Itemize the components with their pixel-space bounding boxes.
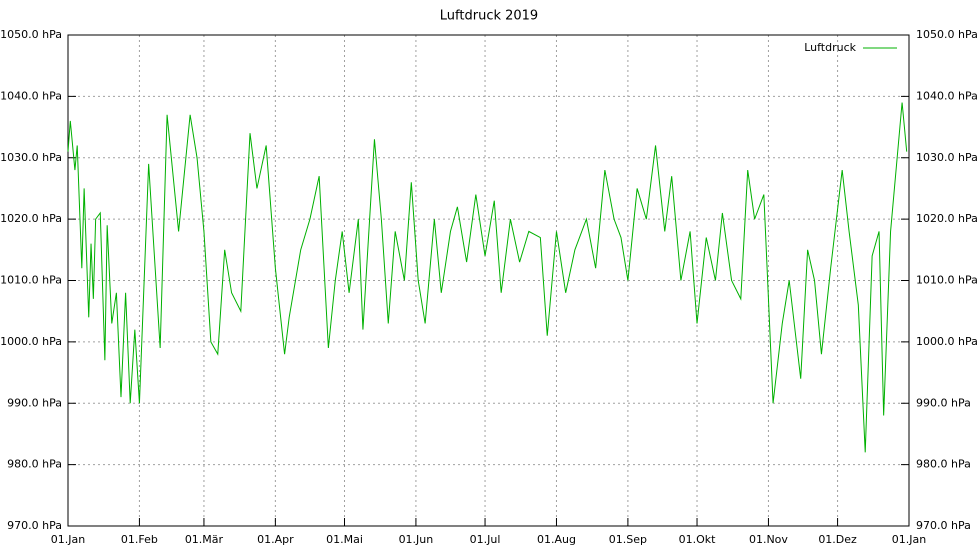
y-tick-label: 980.0 hPa [7, 458, 62, 471]
chart-title: Luftdruck 2019 [440, 9, 538, 24]
x-tick-label: 01.Jun [399, 533, 434, 546]
x-tick-label: 01.Apr [257, 533, 294, 546]
x-tick-label: 01.Aug [537, 533, 576, 546]
x-tick-label: 01.Mär [185, 533, 224, 546]
x-tick-label: 01.Sep [609, 533, 647, 546]
y2-tick-label: 1020.0 hPa [916, 212, 978, 225]
y-tick-label: 1050.0 hPa [0, 28, 62, 41]
x-tick-label: 01.Nov [749, 533, 788, 546]
y-tick-label: 1010.0 hPa [0, 274, 62, 287]
data-line [67, 102, 908, 453]
y2-tick-label: 1000.0 hPa [916, 335, 978, 348]
x-tick-label: 01.Jul [470, 533, 501, 546]
y2-tick-label: 1050.0 hPa [916, 28, 978, 41]
y-tick-label: 1030.0 hPa [0, 151, 62, 164]
legend-label: Luftdruck [804, 41, 856, 54]
y-tick-label: 1000.0 hPa [0, 335, 62, 348]
x-tick-label: 01.Jan [51, 533, 85, 546]
y-tick-label: 990.0 hPa [7, 396, 62, 409]
y-tick-label: 1020.0 hPa [0, 212, 62, 225]
y2-tick-label: 970.0 hPa [916, 519, 971, 532]
x-tick-label: 01.Feb [121, 533, 158, 546]
y2-tick-label: 980.0 hPa [916, 458, 971, 471]
y-tick-label: 970.0 hPa [7, 519, 62, 532]
y2-tick-label: 1040.0 hPa [916, 89, 978, 102]
x-tick-label: 01.Mai [326, 533, 363, 546]
plot-border [67, 34, 910, 527]
x-tick-label: 01.Jan [892, 533, 926, 546]
y2-tick-label: 1030.0 hPa [916, 151, 978, 164]
y-tick-label: 1040.0 hPa [0, 89, 62, 102]
x-tick-label: 01.Dez [818, 533, 857, 546]
x-tick-label: 01.Okt [679, 533, 717, 546]
y2-tick-label: 1010.0 hPa [916, 274, 978, 287]
y2-tick-label: 990.0 hPa [916, 396, 971, 409]
